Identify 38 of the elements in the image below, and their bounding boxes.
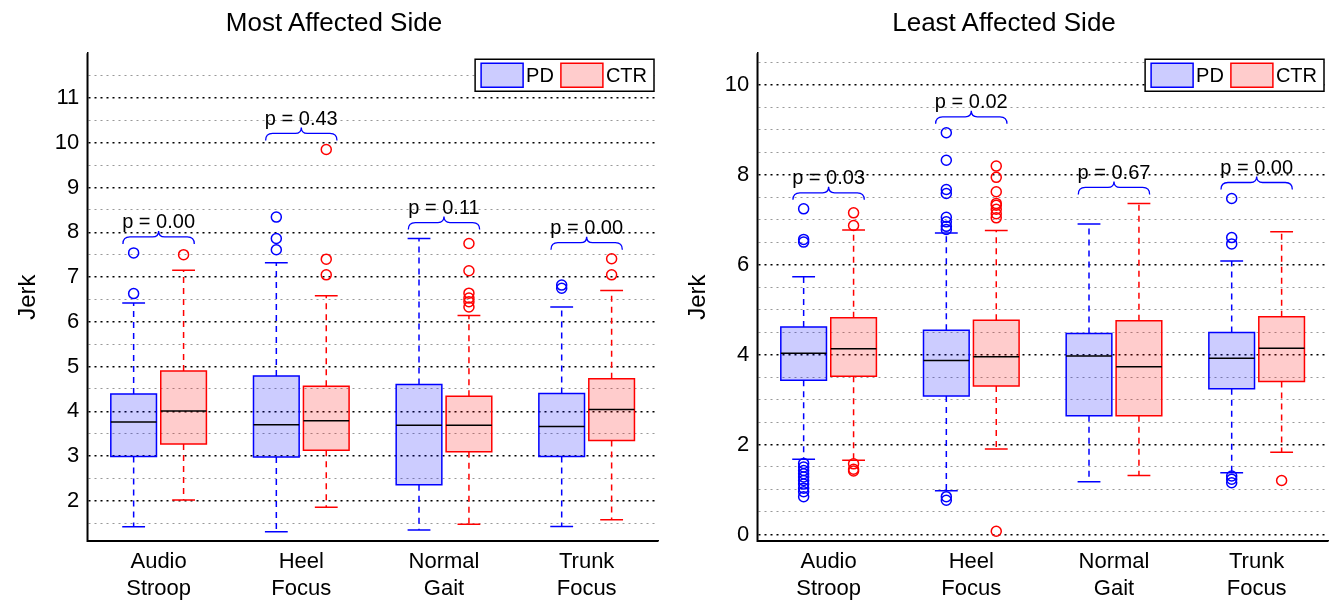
x-tick-label: Normal Gait (1078, 548, 1150, 600)
y-axis-title: Jerk (13, 273, 41, 320)
y-tick-label: 8 (67, 218, 80, 244)
y-tick-label: 5 (67, 352, 80, 378)
y-tick-label: 2 (737, 430, 750, 456)
legend-label: CTR (605, 63, 648, 86)
annotation: p = 0.11 (408, 196, 480, 219)
x-tick-label: Heel Focus (271, 548, 332, 600)
y-tick-label: 8 (737, 160, 750, 186)
legend-label: PD (526, 63, 554, 86)
y-tick-label: 6 (737, 250, 750, 276)
y-tick-label: 7 (67, 263, 80, 289)
x-tick-label: Normal Gait (408, 548, 480, 600)
y-tick-label: 3 (67, 442, 80, 468)
x-tick-label: Trunk Focus (556, 548, 617, 600)
y-tick-label: 4 (737, 340, 750, 366)
annotation: p = 0.00 (1220, 155, 1294, 178)
y-tick-label: 6 (67, 307, 80, 333)
annotation: p = 0.43 (264, 106, 338, 129)
y-tick-label: 9 (67, 173, 80, 199)
legend-label: PD (1196, 63, 1224, 86)
legend-label: CTR (1275, 63, 1318, 86)
x-tick-label: Audio Stroop (126, 548, 192, 600)
y-tick-label: 2 (67, 486, 80, 512)
x-tick-label: Heel Focus (941, 548, 1002, 600)
y-tick-label: 0 (737, 520, 750, 546)
chart-title: Most Affected Side (225, 6, 443, 37)
y-tick-label: 4 (67, 397, 80, 423)
annotation: p = 0.00 (550, 216, 624, 239)
x-tick-label: Trunk Focus (1226, 548, 1287, 600)
y-tick-label: 11 (56, 84, 80, 110)
y-axis-title: Jerk (683, 273, 711, 320)
y-tick-label: 10 (724, 70, 750, 96)
chart-title: Least Affected Side (892, 6, 1116, 37)
x-tick-label: Audio Stroop (796, 548, 862, 600)
annotation: p = 0.02 (934, 90, 1008, 113)
y-tick-label: 10 (54, 128, 80, 154)
annotation: p = 0.00 (122, 210, 196, 233)
